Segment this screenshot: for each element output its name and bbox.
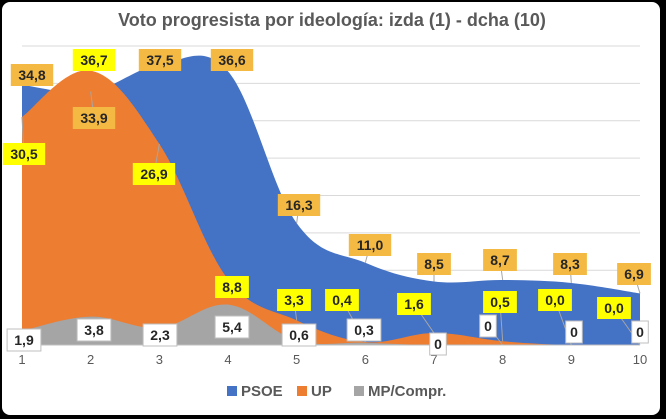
data-label-box — [277, 289, 311, 311]
data-label-box — [631, 320, 649, 344]
data-label-box — [325, 289, 359, 311]
chart-panel: Voto progresista por ideología: izda (1)… — [2, 2, 660, 415]
data-label: 0,0 — [604, 300, 624, 316]
data-label-box — [214, 315, 250, 339]
data-label-box — [479, 314, 497, 338]
data-label: 8,5 — [424, 256, 444, 272]
data-label: 36,7 — [80, 52, 107, 68]
data-label: 0,4 — [332, 292, 352, 308]
data-label: 36,6 — [218, 52, 245, 68]
legend-label: MP/Compr. — [368, 383, 446, 400]
data-label: 34,8 — [18, 67, 45, 83]
data-label-box — [138, 49, 182, 71]
data-label: 0,3 — [354, 322, 374, 338]
data-label: 3,3 — [284, 292, 304, 308]
data-label: 0,5 — [490, 294, 510, 310]
data-label: 11,0 — [357, 237, 384, 253]
legend: PSOE UP MP/Compr. — [227, 383, 446, 400]
data-label: 1,9 — [14, 332, 34, 348]
legend-label: UP — [311, 383, 332, 400]
data-label: 8,7 — [490, 252, 510, 268]
data-label: 0 — [636, 324, 644, 340]
x-tick-label: 7 — [430, 352, 437, 367]
x-tick-label: 10 — [633, 352, 647, 367]
data-label: 33,9 — [80, 110, 107, 126]
data-label-box — [417, 253, 451, 275]
x-axis: 1 2 3 4 5 6 7 8 9 10 — [18, 344, 647, 367]
data-label: 37,5 — [146, 52, 173, 68]
data-label: 30,5 — [10, 146, 37, 162]
x-tick-label: 9 — [568, 352, 575, 367]
legend-swatch — [354, 386, 364, 396]
data-label-box — [142, 323, 178, 347]
data-label-box — [346, 318, 382, 342]
data-label-box — [397, 293, 431, 315]
data-label-box — [210, 49, 254, 71]
data-label: 8,8 — [222, 279, 242, 295]
data-label: 16,3 — [285, 197, 312, 213]
data-label: 0,6 — [289, 327, 309, 343]
data-label-box — [483, 291, 517, 313]
data-label-box — [277, 194, 321, 216]
data-label-box — [132, 163, 176, 185]
data-label: 26,9 — [140, 166, 167, 182]
x-tick-label: 2 — [87, 352, 94, 367]
area-chart: Voto progresista por ideología: izda (1)… — [2, 10, 651, 400]
data-label: 8,3 — [560, 256, 580, 272]
data-label: 5,4 — [222, 319, 242, 335]
legend-label: PSOE — [241, 383, 283, 400]
legend-swatch — [227, 386, 237, 396]
data-label-box — [538, 289, 572, 311]
x-tick-label: 8 — [499, 352, 506, 367]
series-area-up — [22, 70, 640, 346]
data-label: 1,6 — [404, 296, 424, 312]
data-label-box — [72, 107, 116, 129]
x-tick-label: 3 — [156, 352, 163, 367]
data-label-box — [565, 320, 583, 344]
data-label-box — [215, 276, 249, 298]
data-labels: 34,8 33,9 37,5 36,6 16,3 11,0 8,5 8,7 8,3 6,9 30,5… — [2, 49, 651, 356]
chart-title: Voto progresista por ideología: izda (1)… — [118, 10, 546, 30]
data-label: 0 — [570, 324, 578, 340]
x-tick-label: 6 — [362, 352, 369, 367]
data-label: 0 — [434, 336, 442, 352]
data-label-box — [429, 332, 447, 356]
data-label: 0 — [484, 318, 492, 334]
data-label-box — [10, 64, 54, 86]
x-tick-label: 4 — [224, 352, 231, 367]
x-tick-label: 5 — [293, 352, 300, 367]
data-label: 3,8 — [84, 322, 104, 338]
data-label-box — [6, 328, 42, 352]
data-label-box — [76, 318, 112, 342]
data-label-box — [72, 49, 116, 71]
data-label-box — [617, 263, 651, 285]
data-label: 6,9 — [624, 266, 644, 282]
data-label-box — [281, 323, 317, 347]
data-label-box — [483, 249, 517, 271]
legend-swatch — [297, 386, 307, 396]
data-label-box — [348, 234, 392, 256]
data-label-box — [597, 297, 631, 319]
data-label-box — [553, 253, 587, 275]
data-label-box — [2, 143, 46, 165]
data-label: 0,0 — [545, 292, 565, 308]
data-label: 2,3 — [150, 327, 170, 343]
x-tick-label: 1 — [18, 352, 25, 367]
